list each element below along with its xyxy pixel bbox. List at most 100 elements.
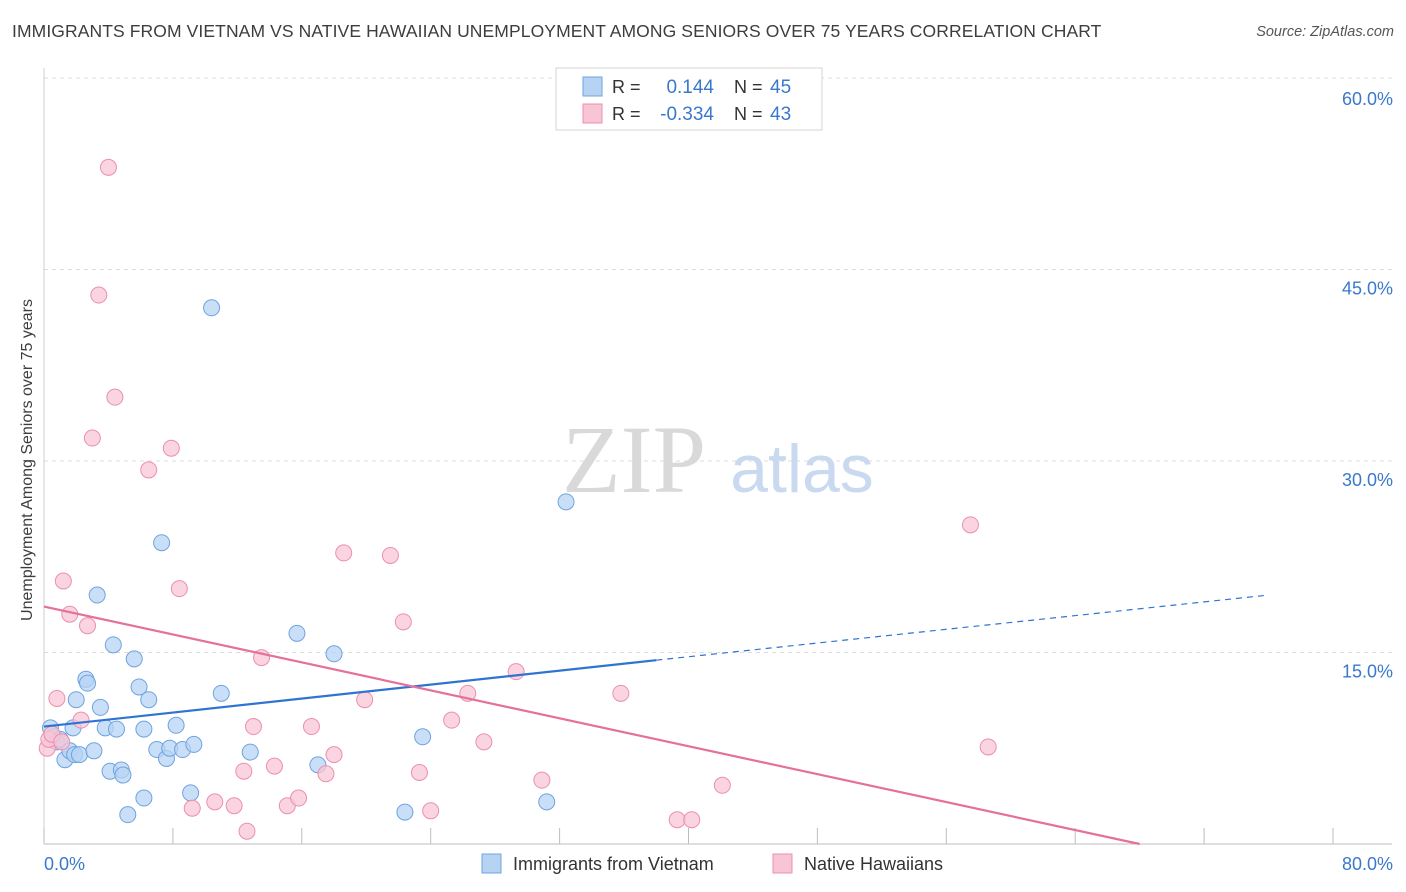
data-point-native-hawaiians (507, 663, 525, 681)
legend-swatch-hawaiians (772, 853, 793, 874)
data-point-native-hawaiians (106, 388, 124, 406)
x-tick-label-max: 80.0% (1342, 854, 1393, 874)
legend-r-value: -0.334 (660, 104, 714, 125)
legend-n-label: N = (734, 77, 763, 97)
data-point-native-hawaiians (410, 764, 428, 782)
data-point-native-hawaiians (225, 797, 243, 815)
data-point-immigrants-from-vietnam (135, 789, 153, 807)
data-point-immigrants-from-vietnam (396, 803, 414, 821)
legend-r-value: 0.144 (666, 77, 714, 98)
trend-line-vietnam-extension (656, 594, 1269, 661)
x-tick-label-min: 0.0% (44, 854, 85, 874)
axes (43, 68, 1392, 845)
tick-labels: 15.0% 30.0% 45.0% 60.0% 0.0% 80.0% (44, 89, 1393, 874)
y-tick-label: 15.0% (1342, 662, 1393, 682)
data-point-immigrants-from-vietnam (185, 735, 203, 753)
data-point-immigrants-from-vietnam (130, 678, 148, 696)
data-point-immigrants-from-vietnam (153, 534, 171, 552)
source-label: Source: ZipAtlas.com (1256, 24, 1394, 40)
legend-n-value: 45 (770, 77, 791, 98)
data-point-immigrants-from-vietnam (119, 806, 137, 824)
data-point-immigrants-from-vietnam (67, 691, 85, 709)
data-point-immigrants-from-vietnam (108, 720, 126, 738)
data-point-native-hawaiians (162, 439, 180, 457)
series-legend: Immigrants from Vietnam Native Hawaiians (481, 853, 943, 874)
data-point-native-hawaiians (381, 546, 399, 564)
legend-label-hawaiians: Native Hawaiians (804, 854, 943, 874)
data-point-native-hawaiians (54, 572, 72, 590)
data-point-native-hawaiians (140, 461, 158, 479)
data-point-native-hawaiians (533, 771, 551, 789)
data-point-native-hawaiians (443, 711, 461, 729)
data-point-immigrants-from-vietnam (104, 636, 122, 654)
y-axis-label: Unemployment Among Seniors over 75 years (19, 299, 36, 621)
data-point-native-hawaiians (961, 516, 979, 534)
data-point-native-hawaiians (668, 811, 686, 829)
y-tick-label: 30.0% (1342, 470, 1393, 490)
data-point-native-hawaiians (290, 789, 308, 807)
y-tick-label: 45.0% (1342, 279, 1393, 299)
data-point-native-hawaiians (206, 793, 224, 811)
data-point-immigrants-from-vietnam (414, 728, 432, 746)
data-point-immigrants-from-vietnam (182, 784, 200, 802)
chart-title: IMMIGRANTS FROM VIETNAM VS NATIVE HAWAII… (12, 21, 1102, 41)
data-point-native-hawaiians (683, 811, 701, 829)
data-point-native-hawaiians (53, 733, 71, 751)
data-point-immigrants-from-vietnam (325, 645, 343, 663)
data-point-native-hawaiians (475, 733, 493, 751)
data-point-native-hawaiians (72, 711, 90, 729)
data-point-native-hawaiians (170, 580, 188, 598)
legend-n-value: 43 (770, 104, 791, 125)
y-tick-label: 60.0% (1342, 89, 1393, 109)
data-point-native-hawaiians (99, 158, 117, 176)
data-point-native-hawaiians (83, 429, 101, 447)
data-point-immigrants-from-vietnam (125, 650, 143, 668)
data-point-immigrants-from-vietnam (538, 793, 556, 811)
legend-r-label: R = (612, 104, 641, 124)
data-point-immigrants-from-vietnam (203, 299, 221, 317)
y-axis-label-wrap: Unemployment Among Seniors over 75 years (16, 260, 40, 660)
data-point-native-hawaiians (422, 802, 440, 820)
watermark-zip: ZIP (562, 406, 706, 513)
legend-label-vietnam: Immigrants from Vietnam (513, 854, 714, 874)
data-point-immigrants-from-vietnam (70, 746, 88, 764)
data-point-native-hawaiians (356, 691, 374, 709)
data-point-immigrants-from-vietnam (557, 493, 575, 511)
data-point-immigrants-from-vietnam (288, 624, 306, 642)
trend-line-hawaiians (43, 605, 1140, 846)
data-point-native-hawaiians (244, 718, 262, 736)
data-point-native-hawaiians (325, 746, 343, 764)
legend-n-label: N = (734, 104, 763, 124)
data-point-native-hawaiians (612, 684, 630, 702)
legend-swatch-blue (582, 76, 603, 97)
data-point-native-hawaiians (235, 762, 253, 780)
data-point-native-hawaiians (302, 718, 320, 736)
data-point-immigrants-from-vietnam (91, 698, 109, 716)
legend-swatch-pink (582, 103, 603, 124)
data-point-native-hawaiians (979, 738, 997, 756)
legend-r-label: R = (612, 77, 641, 97)
grid-lines (44, 77, 1392, 653)
data-point-immigrants-from-vietnam (241, 743, 259, 761)
data-point-immigrants-from-vietnam (85, 742, 103, 760)
data-point-native-hawaiians (48, 689, 66, 707)
correlation-legend: R = 0.144 N = 45 R = -0.334 N = 43 (555, 67, 823, 131)
data-point-native-hawaiians (394, 613, 412, 631)
data-point-immigrants-from-vietnam (167, 716, 185, 734)
data-point-native-hawaiians (317, 765, 335, 783)
data-point-immigrants-from-vietnam (114, 766, 132, 784)
legend-swatch-vietnam (481, 853, 502, 874)
data-point-native-hawaiians (90, 286, 108, 304)
data-point-native-hawaiians (238, 822, 256, 840)
data-point-immigrants-from-vietnam (212, 684, 230, 702)
data-point-native-hawaiians (79, 617, 97, 635)
data-point-native-hawaiians (183, 799, 201, 817)
series-native-hawaiians (38, 158, 997, 840)
watermark-atlas: atlas (730, 431, 874, 507)
trend-lines (43, 594, 1269, 846)
data-point-immigrants-from-vietnam (88, 586, 106, 604)
trend-line-vietnam (43, 659, 657, 728)
data-point-native-hawaiians (265, 757, 283, 775)
data-point-immigrants-from-vietnam (79, 674, 97, 692)
